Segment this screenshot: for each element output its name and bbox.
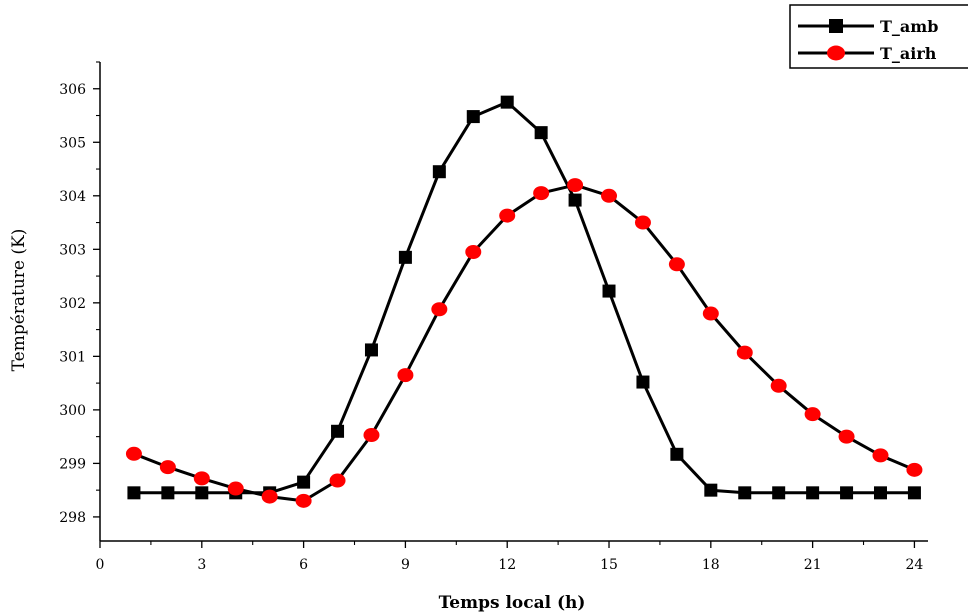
data-point-t-airh (159, 460, 176, 475)
y-tick-label: 299 (59, 456, 86, 472)
data-point-t-amb (738, 486, 752, 500)
y-tick-label: 305 (59, 135, 86, 151)
legend-box (789, 4, 968, 69)
data-point-t-amb (534, 126, 548, 140)
data-point-t-amb (670, 447, 684, 461)
series-markers-t-airh (125, 178, 923, 508)
legend: T_amb T_airh (789, 4, 968, 69)
x-tick-label: 21 (804, 557, 822, 573)
y-ticks: 298 299 300 301 302 303 304 305 306 (59, 61, 100, 526)
data-point-t-airh (702, 306, 719, 321)
data-point-t-airh (804, 407, 821, 422)
data-point-t-amb (873, 486, 887, 500)
data-point-t-airh (736, 345, 753, 360)
x-axis-title: Temps local (h) (439, 593, 586, 613)
data-point-t-airh (872, 448, 889, 463)
data-point-t-amb (840, 486, 854, 500)
x-tick-label: 15 (600, 557, 618, 573)
data-point-t-amb (127, 486, 141, 500)
y-tick-label: 306 (59, 82, 86, 98)
series-markers-t-amb (127, 95, 921, 500)
legend-marker-t-airh (827, 45, 845, 61)
y-tick-label: 300 (59, 403, 86, 419)
legend-label-t-airh: T_airh (880, 44, 937, 63)
x-tick-label: 9 (401, 557, 410, 573)
data-point-t-airh (465, 244, 482, 259)
data-point-t-airh (668, 257, 685, 272)
data-point-t-airh (329, 473, 346, 488)
x-tick-label: 6 (299, 557, 308, 573)
x-ticks: 0 3 6 9 12 15 18 21 24 (96, 541, 924, 573)
axes (99, 62, 928, 542)
data-point-t-airh (193, 471, 210, 486)
x-tick-label: 18 (702, 557, 720, 573)
data-point-t-airh (770, 378, 787, 393)
data-point-t-amb (466, 110, 480, 124)
data-point-t-amb (331, 424, 345, 438)
data-point-t-airh (363, 428, 380, 443)
series-t-airh (133, 183, 915, 503)
data-point-t-airh (838, 429, 855, 444)
data-point-t-amb (602, 284, 616, 298)
data-point-t-amb (398, 250, 412, 264)
data-point-t-amb (500, 95, 514, 109)
data-point-t-airh (567, 178, 584, 193)
series-line-t-amb (133, 100, 915, 495)
series-line-t-airh (133, 183, 915, 503)
data-point-t-airh (601, 188, 618, 203)
x-tick-label: 24 (906, 557, 924, 573)
legend-marker-t-amb (829, 19, 843, 33)
y-tick-label: 302 (59, 296, 86, 312)
data-point-t-airh (261, 489, 278, 504)
y-tick-label: 298 (59, 510, 86, 526)
data-point-t-airh (227, 481, 244, 496)
data-point-t-airh (431, 302, 448, 317)
data-point-t-amb (432, 165, 446, 179)
x-tick-label: 12 (498, 557, 516, 573)
data-point-t-airh (499, 208, 516, 223)
y-tick-label: 303 (59, 242, 86, 258)
series-t-amb (133, 100, 915, 495)
data-point-t-airh (906, 462, 923, 477)
y-tick-label: 301 (59, 349, 86, 365)
x-tick-label: 3 (197, 557, 206, 573)
data-point-t-amb (297, 475, 311, 489)
data-point-t-amb (195, 486, 209, 500)
data-point-t-airh (295, 493, 312, 508)
data-point-t-airh (125, 446, 142, 461)
data-point-t-airh (634, 215, 651, 230)
y-tick-label: 304 (59, 189, 86, 205)
legend-label-t-amb: T_amb (880, 17, 938, 36)
data-point-t-airh (397, 368, 414, 383)
data-point-t-amb (364, 343, 378, 357)
x-tick-label: 0 (96, 557, 105, 573)
data-point-t-amb (806, 486, 820, 500)
data-point-t-amb (161, 486, 175, 500)
data-point-t-amb (568, 193, 582, 207)
series-layer (125, 95, 923, 508)
data-point-t-amb (636, 375, 650, 389)
data-point-t-amb (772, 486, 786, 500)
data-point-t-amb (907, 486, 921, 500)
y-axis-title: Température (K) (9, 229, 29, 372)
data-point-t-amb (704, 483, 718, 497)
data-point-t-airh (533, 186, 550, 201)
